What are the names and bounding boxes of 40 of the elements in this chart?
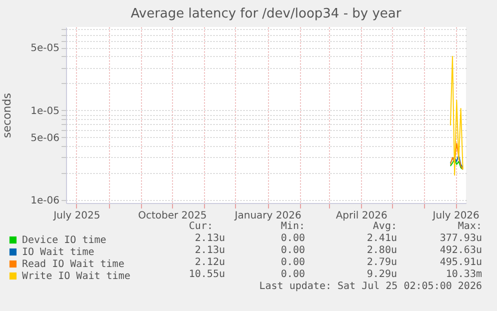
x-tick-label: October 2025: [138, 210, 207, 222]
y-axis-title: seconds: [0, 92, 14, 138]
legend-label: Read IO Wait time: [22, 259, 124, 270]
y-tick-label: 1e-05: [30, 106, 60, 117]
text: 377.93u: [440, 233, 482, 244]
text: 0.00: [280, 257, 305, 268]
text: 2.80u: [366, 245, 397, 256]
x-tick-label: July 2025: [52, 210, 100, 222]
text: 2.79u: [366, 257, 397, 268]
line-series: [450, 56, 464, 176]
legend-label: Write IO Wait time: [22, 271, 130, 282]
text: Last update: Sat Jul 25 02:05:00 2026: [259, 281, 482, 292]
text: 0.00: [280, 269, 305, 280]
text: 0.00: [280, 233, 305, 244]
text: 9.29u: [366, 269, 397, 280]
line-series: [450, 142, 464, 170]
text: 2.12u: [194, 257, 225, 268]
x-tick-label: July 2026: [432, 210, 480, 222]
chart-title: Average latency for /dev/loop34 - by year: [130, 6, 402, 22]
text: 0.00: [280, 245, 305, 256]
y-tick-label: 1e-06: [30, 196, 60, 207]
text: 492.63u: [440, 245, 482, 256]
y-tick-label: 5e-06: [30, 132, 60, 144]
text: 10.33m: [446, 269, 482, 280]
line-series: [450, 158, 464, 170]
text: 495.91u: [440, 257, 482, 268]
text: 2.13u: [194, 233, 225, 244]
text: 10.55u: [188, 269, 225, 280]
x-tick-label: January 2026: [234, 210, 302, 222]
text: 2.13u: [194, 245, 225, 256]
text: Max:: [458, 221, 482, 232]
text: Cur:: [188, 221, 213, 232]
text: Min:: [280, 221, 305, 232]
y-tick-label: 5e-05: [30, 43, 60, 54]
text: Avg:: [372, 221, 397, 232]
x-tick-label: April 2026: [336, 210, 388, 222]
legend-label: IO Wait time: [22, 247, 94, 258]
text: 2.41u: [366, 233, 397, 244]
line-series: [450, 154, 464, 168]
legend-label: Device IO time: [22, 235, 106, 246]
